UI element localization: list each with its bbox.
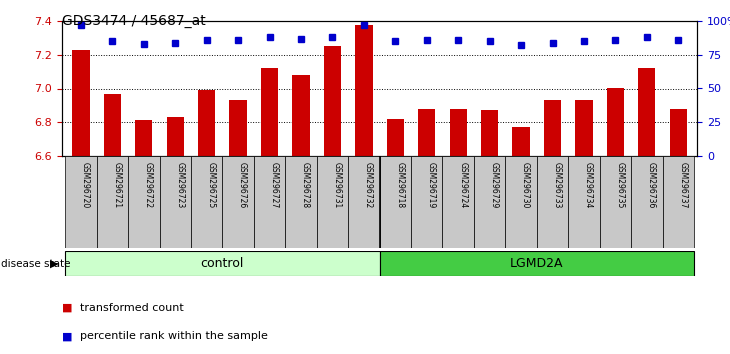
Bar: [481, 110, 499, 156]
Text: GSM296726: GSM296726: [238, 162, 247, 209]
Bar: [663, 156, 694, 248]
Text: GSM296728: GSM296728: [301, 162, 310, 208]
Text: GSM296737: GSM296737: [678, 162, 687, 209]
Text: ▶: ▶: [50, 259, 58, 269]
Bar: [474, 156, 505, 248]
Bar: [631, 156, 663, 248]
Text: GSM296723: GSM296723: [175, 162, 184, 209]
Bar: [317, 156, 348, 248]
Text: GSM296720: GSM296720: [81, 162, 90, 209]
Bar: [387, 119, 404, 156]
Text: GSM296730: GSM296730: [521, 162, 530, 209]
Bar: [72, 50, 90, 156]
Bar: [505, 156, 537, 248]
Text: GSM296734: GSM296734: [584, 162, 593, 209]
Text: GSM296718: GSM296718: [396, 162, 404, 208]
Text: GSM296727: GSM296727: [269, 162, 279, 209]
Bar: [65, 156, 96, 248]
Text: GSM296729: GSM296729: [490, 162, 499, 209]
Text: GSM296736: GSM296736: [647, 162, 656, 209]
Bar: [607, 88, 624, 156]
Bar: [254, 156, 285, 248]
Text: control: control: [201, 257, 244, 270]
Text: GSM296731: GSM296731: [332, 162, 342, 209]
Text: GSM296735: GSM296735: [615, 162, 624, 209]
Bar: [292, 75, 310, 156]
Text: GSM296719: GSM296719: [427, 162, 436, 209]
Bar: [65, 251, 380, 276]
Bar: [96, 156, 128, 248]
Text: GSM296724: GSM296724: [458, 162, 467, 209]
Text: GSM296732: GSM296732: [364, 162, 373, 209]
Text: ■: ■: [62, 303, 72, 313]
Text: LGMD2A: LGMD2A: [510, 257, 564, 270]
Bar: [128, 156, 160, 248]
Bar: [160, 156, 191, 248]
Bar: [285, 156, 317, 248]
Text: GSM296733: GSM296733: [553, 162, 561, 209]
Bar: [229, 100, 247, 156]
Text: percentile rank within the sample: percentile rank within the sample: [80, 331, 268, 341]
Text: GSM296725: GSM296725: [207, 162, 215, 209]
Bar: [356, 25, 372, 156]
Text: GSM296722: GSM296722: [144, 162, 153, 208]
Text: GDS3474 / 45687_at: GDS3474 / 45687_at: [62, 14, 206, 28]
Bar: [537, 156, 568, 248]
Bar: [348, 156, 380, 248]
Bar: [191, 156, 223, 248]
Bar: [166, 117, 184, 156]
Bar: [411, 156, 442, 248]
Bar: [575, 100, 593, 156]
Bar: [223, 156, 254, 248]
Bar: [568, 156, 599, 248]
Bar: [380, 251, 694, 276]
Bar: [261, 68, 278, 156]
Text: GSM296721: GSM296721: [112, 162, 121, 208]
Bar: [380, 156, 411, 248]
Bar: [324, 46, 341, 156]
Bar: [104, 93, 121, 156]
Bar: [512, 127, 530, 156]
Bar: [418, 109, 435, 156]
Bar: [198, 90, 215, 156]
Text: ■: ■: [62, 331, 72, 341]
Text: transformed count: transformed count: [80, 303, 184, 313]
Bar: [638, 68, 656, 156]
Bar: [669, 109, 687, 156]
Bar: [135, 120, 153, 156]
Text: disease state: disease state: [1, 259, 70, 269]
Bar: [544, 100, 561, 156]
Bar: [442, 156, 474, 248]
Bar: [599, 156, 631, 248]
Bar: [450, 109, 467, 156]
